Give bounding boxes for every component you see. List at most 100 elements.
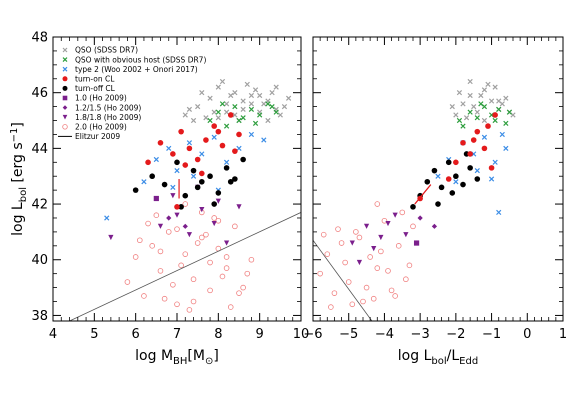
- right-point-2-0-ho-2009: [338, 240, 345, 246]
- right-point-turn-off-cl: [445, 159, 452, 166]
- left-x-axis-title: log MBH[M⊙]: [135, 348, 219, 367]
- left-point-turn-off-cl: [132, 187, 139, 193]
- left-point-qso-sdss-dr7: [244, 81, 250, 87]
- left-point-2-0-ho-2009: [157, 248, 164, 255]
- right-point-type-2-woo-2002-onori-2017: [499, 131, 505, 138]
- left-point-qso-sdss-dr7: [207, 95, 213, 101]
- left-point-qso-sdss-dr7: [248, 101, 255, 107]
- left-point-2-0-ho-2009: [161, 295, 168, 302]
- left-x-tick-label: 4: [49, 327, 57, 342]
- legend-marker-1-2-1-5-ho-2009: [62, 105, 68, 110]
- left-point-2-0-ho-2009: [203, 231, 209, 238]
- legend-label-1-0-ho-2009: 1.0 (Ho 2009): [75, 94, 127, 103]
- right-point-1-2-1-5-ho-2009: [417, 215, 423, 221]
- right-plot-frame: [312, 36, 564, 322]
- left-point-qso-with-obvious-host-sdss-dr7: [236, 117, 242, 124]
- left-point-2-0-ho-2009: [145, 220, 151, 227]
- left-y-axis-title-part: ]: [10, 122, 26, 127]
- left-point-qso-sdss-dr7: [281, 103, 288, 110]
- right-point-qso-sdss-dr7: [478, 92, 484, 99]
- right-point-qso-with-obvious-host-sdss-dr7: [503, 120, 509, 126]
- left-point-qso-with-obvious-host-sdss-dr7: [219, 101, 226, 107]
- left-point-2-0-ho-2009: [223, 254, 230, 260]
- left-point-turn-off-cl: [174, 159, 180, 166]
- right-point-qso-sdss-dr7: [456, 90, 463, 96]
- left-point-1-0-ho-2009: [153, 195, 159, 202]
- right-point-2-0-ho-2009: [363, 284, 370, 291]
- legend-label-elitzur-2009: Elitzur 2009: [75, 132, 120, 141]
- right-point-type-2-woo-2002-onori-2017: [492, 159, 498, 165]
- left-point-qso-with-obvious-host-sdss-dr7: [252, 120, 259, 126]
- left-point-qso-sdss-dr7: [190, 117, 197, 124]
- left-point-turn-on-cl: [186, 145, 193, 152]
- left-point-turn-off-cl: [182, 192, 189, 199]
- right-x-axis-title-part: Edd: [459, 356, 478, 367]
- left-point-type-2-woo-2002-onori-2017: [248, 131, 255, 138]
- right-point-qso-with-obvious-host-sdss-dr7: [506, 109, 513, 115]
- left-point-1-8-1-8-ho-2009: [224, 240, 230, 246]
- right-x-tick-label: −2: [446, 327, 465, 342]
- left-point-2-0-ho-2009: [207, 259, 213, 266]
- right-point-qso-sdss-dr7: [488, 98, 495, 104]
- right-point-qso-sdss-dr7: [481, 87, 488, 93]
- left-point-2-0-ho-2009: [174, 226, 180, 232]
- left-point-1-2-1-5-ho-2009: [182, 223, 188, 229]
- left-point-qso-sdss-dr7: [252, 87, 259, 93]
- right-point-qso-sdss-dr7: [460, 101, 466, 107]
- left-point-qso-with-obvious-host-sdss-dr7: [215, 109, 221, 115]
- left-point-qso-with-obvious-host-sdss-dr7: [240, 115, 246, 121]
- left-y-tick-label: 44: [31, 142, 48, 157]
- left-point-type-2-woo-2002-onori-2017: [190, 173, 197, 179]
- legend-marker-1-0-ho-2009: [62, 95, 68, 101]
- left-point-qso-sdss-dr7: [232, 90, 238, 96]
- left-point-turn-off-cl: [178, 204, 184, 210]
- left-point-turn-on-cl: [199, 170, 205, 177]
- left-point-qso-sdss-dr7: [248, 92, 255, 99]
- left-point-turn-on-cl: [194, 156, 201, 163]
- left-point-1-8-1-8-ho-2009: [157, 223, 164, 229]
- left-point-2-0-ho-2009: [215, 217, 222, 224]
- right-point-qso-sdss-dr7: [453, 112, 459, 118]
- left-point-turn-off-cl: [240, 156, 246, 163]
- right-point-turn-on-cl: [445, 176, 452, 182]
- left-point-turn-off-cl: [211, 201, 217, 207]
- left-point-2-0-ho-2009: [178, 262, 184, 269]
- right-point-type-2-woo-2002-onori-2017: [481, 134, 488, 140]
- left-y-axis-title-part: bol: [18, 187, 29, 202]
- left-x-axis-title-part: log M: [135, 348, 173, 364]
- left-point-turn-on-cl: [211, 123, 217, 129]
- right-point-qso-with-obvious-host-sdss-dr7: [496, 106, 502, 113]
- left-point-turn-on-cl: [219, 142, 226, 149]
- left-point-turn-off-cl: [194, 184, 201, 191]
- right-point-turn-off-cl: [453, 173, 459, 180]
- left-point-2-0-ho-2009: [199, 234, 205, 241]
- right-point-turn-off-cl: [460, 181, 466, 188]
- right-x-axis-title-part: /L: [447, 348, 460, 364]
- left-point-type-2-woo-2002-onori-2017: [166, 145, 172, 151]
- left-point-2-0-ho-2009: [174, 301, 180, 308]
- left-point-qso-with-obvious-host-sdss-dr7: [265, 101, 271, 107]
- left-point-qso-sdss-dr7: [228, 92, 234, 99]
- right-point-1-0-ho-2009: [413, 240, 420, 246]
- left-point-turn-on-cl: [232, 148, 238, 154]
- legend-label-turn-off-cl: turn-off CL: [75, 84, 116, 93]
- right-point-qso-sdss-dr7: [496, 98, 502, 104]
- right-point-turn-off-cl: [449, 190, 456, 196]
- right-point-qso-sdss-dr7: [467, 92, 473, 99]
- left-point-qso-with-obvious-host-sdss-dr7: [207, 117, 213, 124]
- left-x-tick-label: 10: [293, 327, 310, 342]
- left-point-turn-on-cl: [170, 151, 176, 157]
- right-point-qso-sdss-dr7: [471, 103, 477, 110]
- right-point-type-2-woo-2002-onori-2017: [503, 145, 509, 151]
- left-point-turn-off-cl: [215, 190, 222, 196]
- left-point-turn-on-cl: [236, 131, 242, 138]
- left-point-turn-off-cl: [161, 181, 168, 188]
- right-point-2-0-ho-2009: [317, 270, 323, 277]
- right-point-2-0-ho-2009: [410, 223, 416, 230]
- right-x-tick-label: 0: [523, 327, 531, 342]
- left-point-1-8-1-8-ho-2009: [170, 193, 176, 199]
- left-point-2-0-ho-2009: [157, 268, 164, 274]
- left-point-qso-sdss-dr7: [186, 106, 193, 113]
- left-point-2-0-ho-2009: [194, 240, 201, 246]
